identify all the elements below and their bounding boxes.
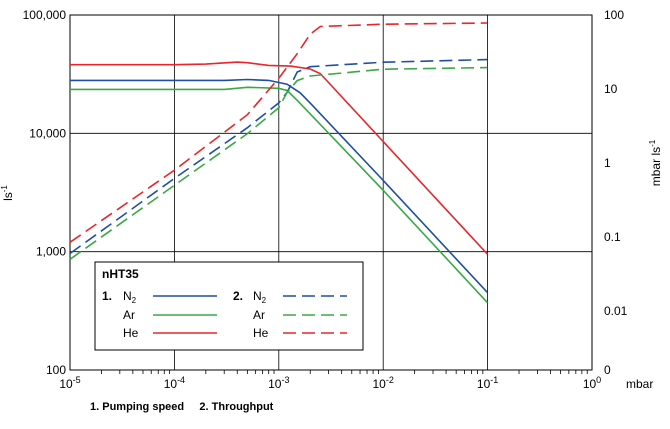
legend-group1-number: 1. — [102, 289, 112, 303]
y-left-tick-labels: 100 1,000 10,000 100,000 — [23, 8, 67, 377]
y-right-tick-label-2: 1 — [604, 156, 611, 170]
legend-group1-ar-label: Ar — [123, 308, 135, 322]
x-tick-label-5: 100 — [583, 375, 601, 391]
legend-group2-he-label: He — [253, 326, 269, 340]
series-pumping-speed-n2 — [70, 78, 489, 294]
plot-frame — [69, 14, 593, 371]
legend-title: nHT35 — [102, 267, 139, 281]
legend-group2-number: 2. — [233, 289, 243, 303]
y-left-tick-label-1: 1,000 — [36, 245, 66, 259]
y-right-tick-labels: 100 10 1 0.1 0.01 0 — [604, 8, 628, 377]
x-tick-label-1: 10-4 — [164, 375, 185, 391]
legend-group2-n2-label: N2 — [253, 289, 267, 305]
y-right-tick-label-0: 100 — [604, 8, 624, 22]
legend-group1-n2-label: N2 — [123, 289, 137, 305]
y-right-tick-label-3: 0.1 — [604, 230, 621, 244]
y-left-label-text: ls-1 — [0, 185, 15, 201]
x-tick-label-0: 10-5 — [59, 375, 80, 391]
caption: 1. Pumping speed 2. Throughput — [90, 401, 274, 413]
x-axis-label: mbar — [626, 377, 653, 391]
y-left-axis-label: ls-1 — [0, 185, 15, 201]
legend-group1-he-label: He — [123, 326, 139, 340]
x-tick-label-4: 10-1 — [477, 375, 498, 391]
x-tick-labels: 10-5 10-4 10-3 10-2 10-1 100 — [59, 375, 601, 391]
x-tick-label-3: 10-2 — [373, 375, 394, 391]
legend: nHT35 1. 2. N2 N2 Ar Ar He He — [94, 261, 364, 351]
y-left-tick-label-0: 100 — [46, 363, 66, 377]
y-left-tick-label-2: 10,000 — [29, 126, 66, 140]
series-layer — [69, 22, 489, 304]
y-right-label-text: mbar ls-1 — [648, 139, 663, 186]
y-right-tick-label-5: 0 — [604, 363, 611, 377]
series-pumping-speed-ar — [70, 86, 489, 304]
series-throughput-he — [69, 22, 488, 243]
legend-group2-ar-label: Ar — [253, 308, 265, 322]
legend-box — [94, 261, 364, 351]
y-right-tick-label-1: 10 — [604, 82, 618, 96]
series-throughput-ar — [69, 66, 488, 260]
y-right-axis-label: mbar ls-1 — [648, 139, 663, 186]
x-tick-label-2: 10-3 — [268, 375, 289, 391]
y-right-tick-label-4: 0.01 — [604, 304, 628, 318]
y-left-tick-label-3: 100,000 — [23, 8, 67, 22]
series-pumping-speed-he — [70, 61, 489, 255]
